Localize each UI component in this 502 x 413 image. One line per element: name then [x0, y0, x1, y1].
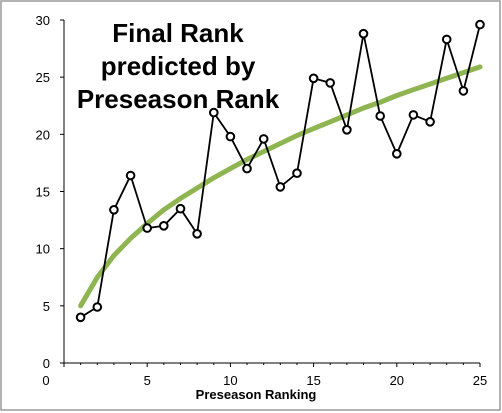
y-tick-label: 20: [36, 127, 50, 142]
data-point: [75, 312, 86, 323]
x-tick-label: 15: [306, 373, 320, 388]
y-tick-label: 15: [36, 185, 50, 200]
data-point: [209, 107, 219, 118]
chart-title-line: predicted by: [101, 51, 256, 81]
y-tick-label: 25: [36, 70, 50, 85]
data-point: [192, 229, 202, 239]
chart-title-line: Final Rank: [112, 18, 244, 48]
data-point: [358, 28, 369, 39]
data-point: [458, 86, 469, 96]
data-point: [292, 168, 302, 178]
data-point: [408, 110, 419, 120]
data-point: [325, 78, 336, 88]
x-tick-label: 20: [390, 373, 404, 388]
data-point: [425, 117, 435, 127]
data-point: [175, 203, 186, 214]
data-point: [392, 149, 402, 159]
data-point: [441, 34, 452, 45]
series-layer: [75, 19, 485, 323]
data-point: [242, 163, 252, 174]
data-point: [225, 131, 236, 142]
tick-labels: 0 5 10 15 20 25 30 0 5 10 15 20 25: [36, 13, 488, 388]
data-point: [125, 170, 136, 181]
x-tick-label: 0: [42, 373, 49, 388]
data-point: [275, 182, 286, 192]
y-tick-label: 30: [36, 13, 50, 28]
data-point: [475, 19, 485, 30]
data-point: [308, 73, 319, 84]
axes: [60, 19, 481, 367]
chart-title-line: Preseason Rank: [77, 84, 280, 114]
x-tick-label: 25: [473, 373, 487, 388]
data-point: [92, 302, 103, 312]
x-tick-label: 10: [223, 373, 237, 388]
x-tick-label: 5: [144, 373, 151, 388]
y-tick-label: 0: [43, 356, 50, 371]
y-tick-label: 10: [36, 242, 50, 257]
data-point: [258, 134, 269, 144]
data-point: [342, 125, 352, 135]
data-point: [142, 223, 152, 233]
data-point: [109, 205, 119, 215]
x-axis-label: Preseason Ranking: [196, 387, 317, 402]
data-point: [375, 111, 386, 121]
data-point: [159, 221, 169, 231]
y-tick-label: 5: [43, 299, 50, 314]
